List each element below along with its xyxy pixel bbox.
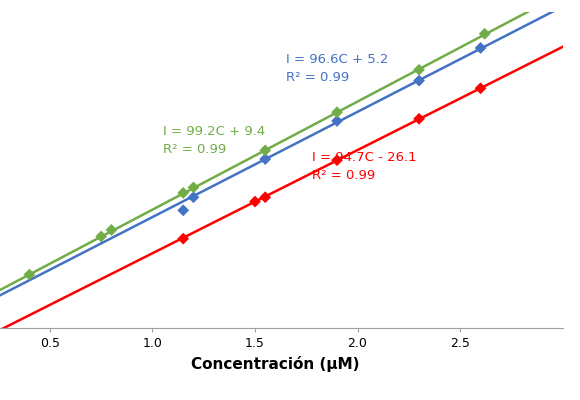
X-axis label: Concentración (μM): Concentración (μM) [191, 356, 360, 372]
Point [332, 157, 342, 163]
Text: I = 96.6C + 5.2
R² = 0.99: I = 96.6C + 5.2 R² = 0.99 [286, 53, 388, 84]
Point [107, 227, 116, 233]
Point [414, 116, 423, 122]
Point [179, 190, 188, 196]
Point [96, 233, 106, 240]
Text: I = 99.2C + 9.4
R² = 0.99: I = 99.2C + 9.4 R² = 0.99 [163, 125, 265, 156]
Point [189, 184, 198, 191]
Point [476, 45, 485, 51]
Point [25, 272, 34, 278]
Point [332, 109, 342, 116]
Point [179, 236, 188, 242]
Point [332, 118, 342, 124]
Point [260, 156, 270, 162]
Point [189, 194, 198, 200]
Point [414, 66, 423, 73]
Text: I = 94.7C - 26.1
R² = 0.99: I = 94.7C - 26.1 R² = 0.99 [313, 151, 417, 182]
Point [179, 207, 188, 214]
Point [260, 147, 270, 154]
Point [476, 85, 485, 92]
Point [414, 78, 423, 84]
Point [480, 30, 490, 37]
Point [251, 198, 260, 205]
Point [260, 194, 270, 200]
